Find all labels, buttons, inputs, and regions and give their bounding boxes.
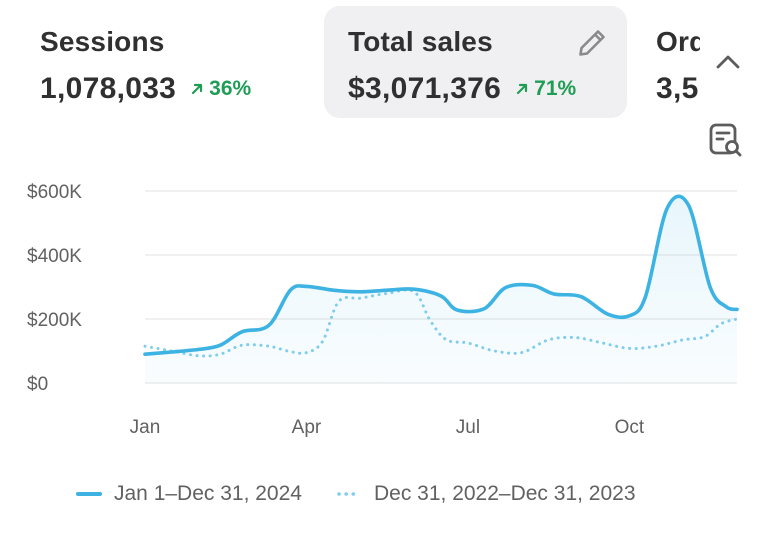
y-tick-label: $600K: [27, 182, 82, 203]
metric-delta-value: 36%: [209, 77, 252, 100]
metric-orders[interactable]: Orders 3,5: [640, 6, 700, 118]
metric-delta: 71%: [515, 77, 576, 101]
metric-delta: 36%: [190, 77, 251, 101]
chart-legend: Jan 1–Dec 31, 2024 Dec 31, 2022–Dec 31, …: [76, 482, 636, 506]
chevron-up-icon[interactable]: [712, 48, 744, 76]
legend-swatch-dotted: [337, 492, 362, 496]
x-tick-label: Jan: [130, 417, 161, 438]
metric-value: 3,5: [656, 72, 699, 105]
metric-value: $3,071,376: [348, 72, 502, 105]
metric-value: 1,078,033: [40, 72, 177, 105]
pencil-icon[interactable]: [575, 26, 609, 60]
metric-label: Orders: [656, 26, 700, 57]
y-tick-label: $200K: [27, 310, 82, 331]
metric-label: Sessions: [40, 26, 165, 57]
chart-search-icon[interactable]: [706, 120, 746, 160]
series-line-comparison: [143, 288, 739, 358]
metric-row: $3,071,376 71%: [348, 72, 627, 106]
metric-row: 3,5: [656, 72, 700, 106]
legend-item-current[interactable]: Jan 1–Dec 31, 2024: [76, 482, 302, 506]
metric-label: Total sales: [348, 26, 493, 57]
legend-item-comparison[interactable]: Dec 31, 2022–Dec 31, 2023: [336, 482, 636, 506]
legend-label: Dec 31, 2022–Dec 31, 2023: [373, 482, 636, 505]
metric-delta-value: 71%: [534, 77, 577, 100]
metric-sessions[interactable]: Sessions 1,078,033 36%: [24, 6, 314, 118]
y-tick-label: $0: [27, 374, 48, 395]
series-area-fill: [145, 196, 737, 383]
series-line-current: [143, 194, 739, 356]
total-sales-line-chart: $0 $200K $400K $600K Jan Apr Jul Oct: [27, 182, 739, 438]
metric-row: 1,078,033 36%: [40, 72, 314, 106]
arrow-up-right-icon: [517, 83, 528, 95]
metric-total-sales[interactable]: Total sales $3,071,376 71%: [324, 6, 627, 118]
y-tick-label: $400K: [27, 246, 82, 267]
arrow-up-right-icon: [192, 83, 203, 95]
x-tick-label: Apr: [292, 417, 322, 438]
legend-swatch-solid: [76, 492, 102, 496]
legend-label: Jan 1–Dec 31, 2024: [114, 482, 302, 505]
x-tick-label: Jul: [456, 417, 480, 438]
x-tick-label: Oct: [615, 417, 645, 438]
